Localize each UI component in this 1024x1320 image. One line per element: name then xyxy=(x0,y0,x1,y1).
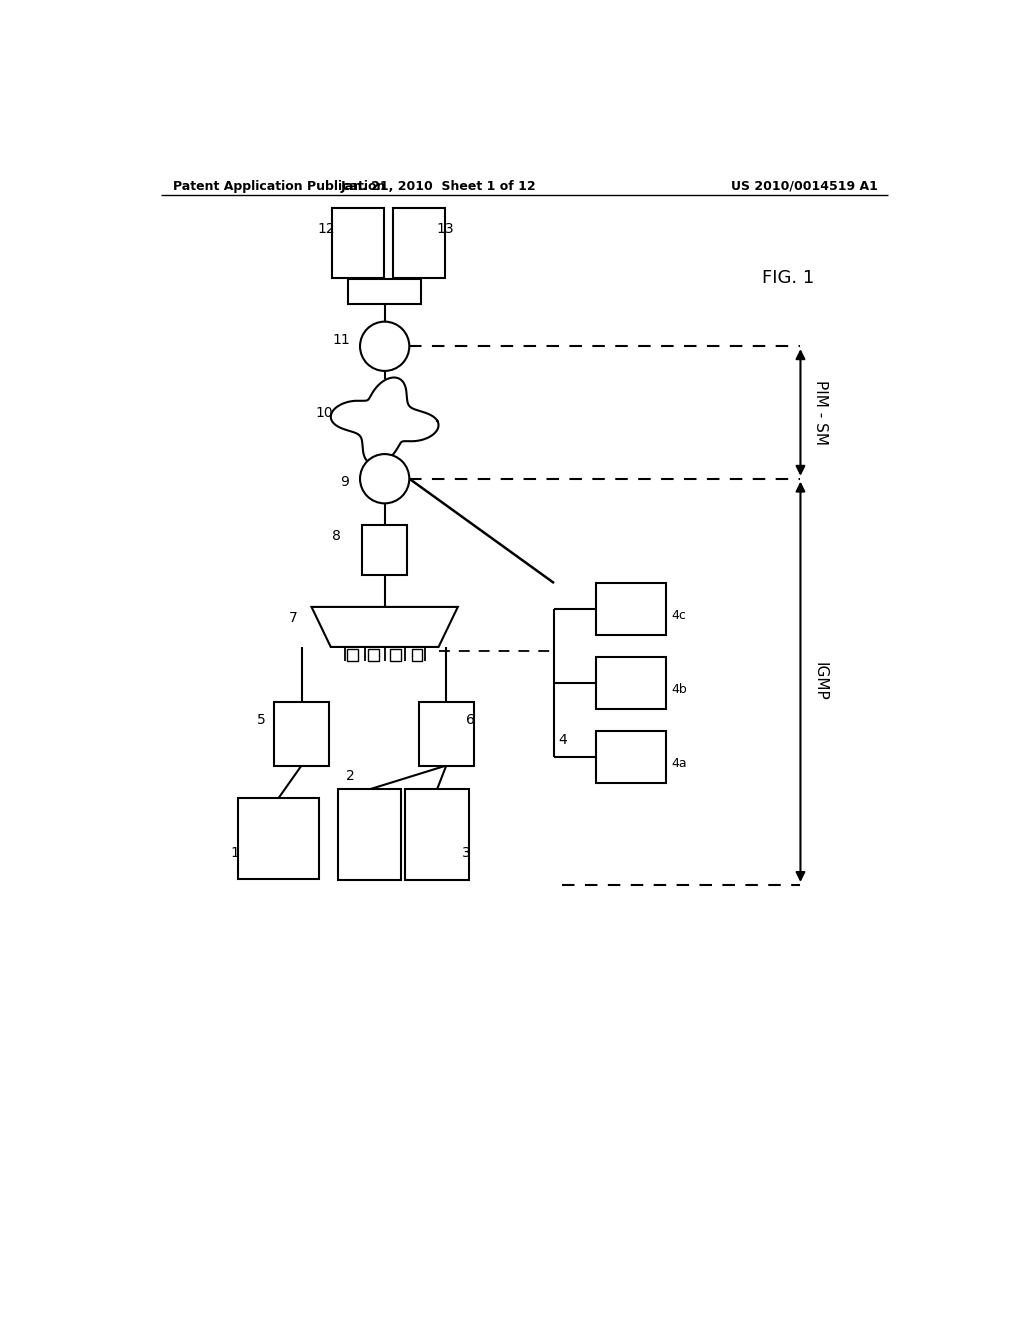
Text: 4a: 4a xyxy=(672,756,687,770)
Circle shape xyxy=(360,454,410,503)
FancyBboxPatch shape xyxy=(348,280,421,304)
FancyBboxPatch shape xyxy=(273,702,330,766)
Text: 12: 12 xyxy=(317,222,335,236)
Text: 4: 4 xyxy=(558,733,566,747)
Text: 11: 11 xyxy=(333,333,350,347)
Text: 4c: 4c xyxy=(672,609,687,622)
FancyBboxPatch shape xyxy=(596,583,666,635)
Text: 8: 8 xyxy=(333,529,341,543)
FancyBboxPatch shape xyxy=(419,702,474,766)
Text: 4b: 4b xyxy=(672,682,688,696)
Polygon shape xyxy=(311,607,458,647)
Text: IGMP: IGMP xyxy=(813,663,827,701)
FancyBboxPatch shape xyxy=(596,731,666,783)
Text: Patent Application Publication: Patent Application Publication xyxy=(173,180,385,193)
Text: 3: 3 xyxy=(462,846,470,859)
FancyBboxPatch shape xyxy=(238,799,318,879)
Circle shape xyxy=(360,322,410,371)
Text: 9: 9 xyxy=(340,475,349,488)
Text: 13: 13 xyxy=(436,222,454,236)
Text: 2: 2 xyxy=(346,770,355,783)
Text: 10: 10 xyxy=(315,407,333,420)
Text: FIG. 1: FIG. 1 xyxy=(762,269,814,286)
FancyBboxPatch shape xyxy=(406,789,469,880)
Text: US 2010/0014519 A1: US 2010/0014519 A1 xyxy=(730,180,878,193)
Text: 7: 7 xyxy=(289,611,297,624)
Polygon shape xyxy=(331,378,438,465)
FancyBboxPatch shape xyxy=(390,648,400,661)
Text: 5: 5 xyxy=(257,713,265,727)
FancyBboxPatch shape xyxy=(347,648,357,661)
FancyBboxPatch shape xyxy=(338,789,400,880)
FancyBboxPatch shape xyxy=(596,657,666,709)
Text: Jan. 21, 2010  Sheet 1 of 12: Jan. 21, 2010 Sheet 1 of 12 xyxy=(341,180,537,193)
Text: PIM - SM: PIM - SM xyxy=(813,380,827,445)
FancyBboxPatch shape xyxy=(412,648,422,661)
FancyBboxPatch shape xyxy=(362,524,407,574)
Text: 1: 1 xyxy=(230,846,240,859)
Text: 6: 6 xyxy=(466,713,475,727)
FancyBboxPatch shape xyxy=(332,209,384,277)
FancyBboxPatch shape xyxy=(393,209,445,277)
FancyBboxPatch shape xyxy=(369,648,379,661)
